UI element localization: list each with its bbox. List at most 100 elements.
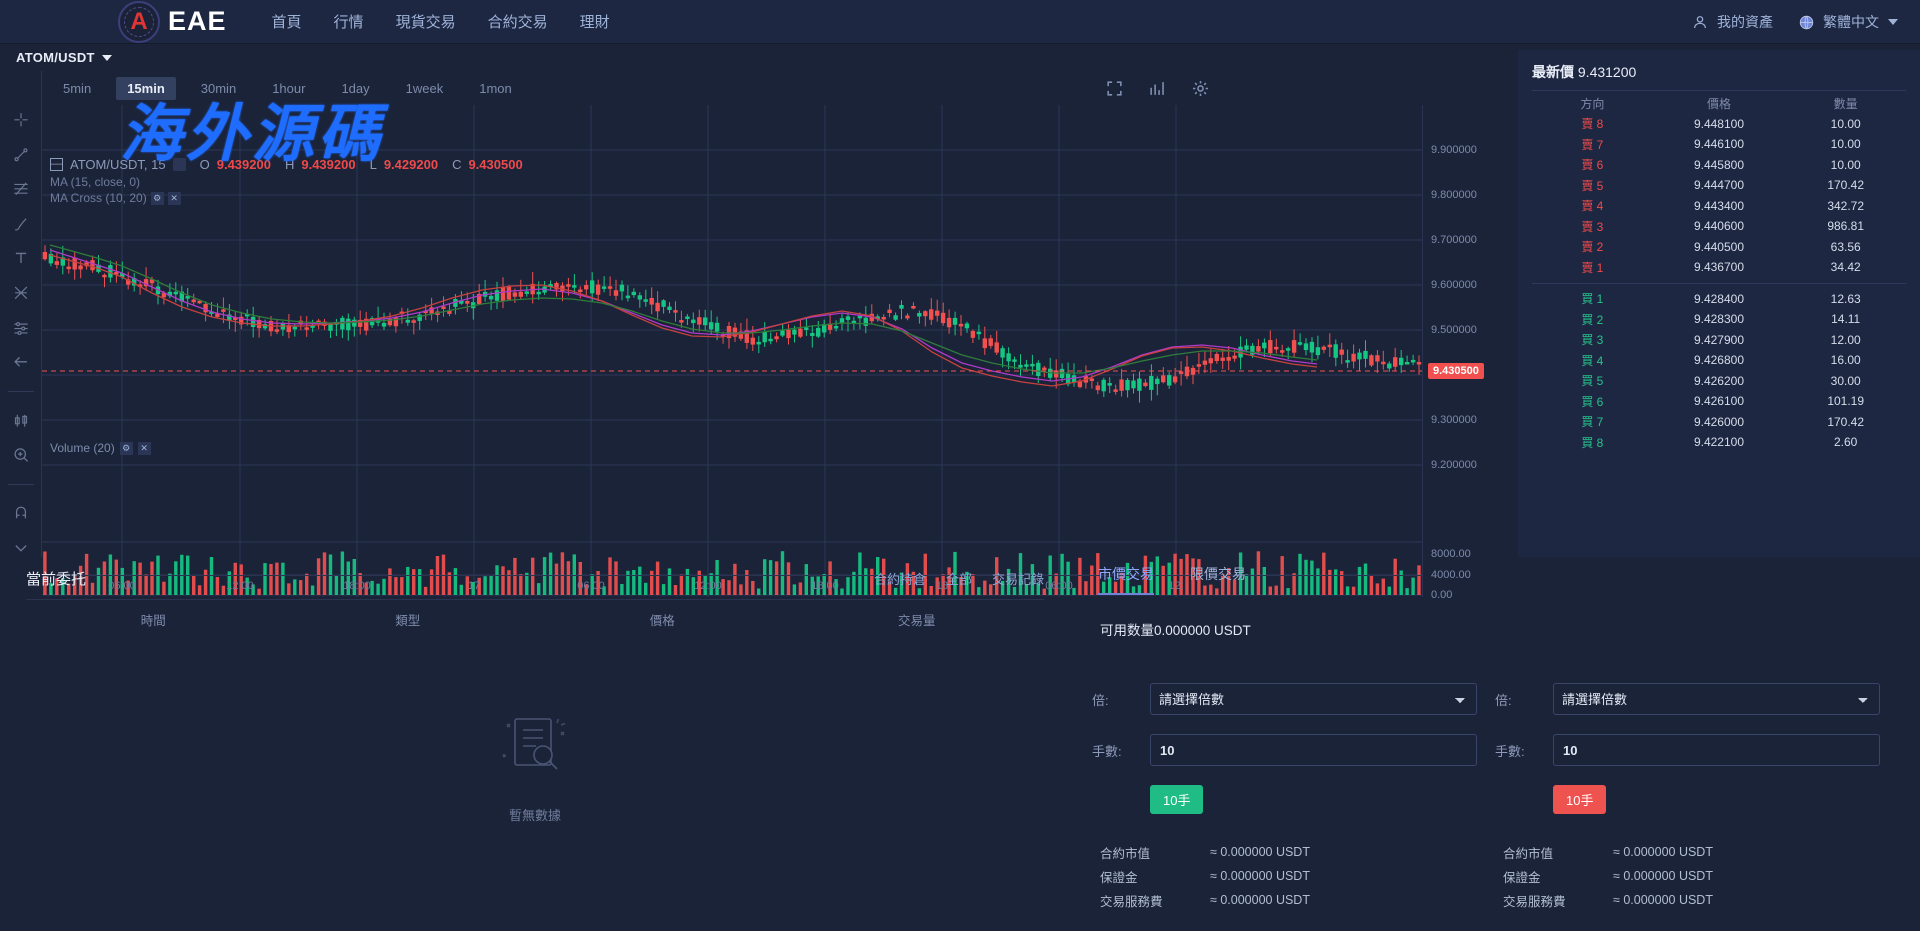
time-axis[interactable]: 06:00 12:00 18:00 17 06:00 12:00 18:00 1… — [42, 575, 1422, 597]
pair-selector[interactable]: ATOM/USDT — [0, 44, 1510, 71]
chevron-down-icon — [101, 54, 112, 61]
price-axis[interactable]: 9.900000 9.800000 9.700000 9.600000 9.50… — [1422, 105, 1510, 542]
chart-canvas[interactable] — [42, 105, 1422, 597]
time-tick: 17 — [467, 580, 481, 592]
sell-multiplier-label: 倍: — [1495, 692, 1512, 708]
my-assets-button[interactable]: 我的資產 — [1692, 12, 1773, 32]
buy-form: 倍: 請選擇倍數 手數: 10手 合約市值 ≈ 0.000000 USDT 保證金… — [1092, 683, 1495, 912]
sell-lots-label: 手數: — [1495, 743, 1525, 759]
order-direction: 買 1 — [1581, 292, 1604, 307]
orderbook-row-sell[interactable]: 賣 5 9.444700 170.42 — [1532, 175, 1906, 196]
brush-icon[interactable] — [11, 215, 31, 233]
orderbook-row-sell[interactable]: 賣 7 9.446100 10.00 — [1532, 134, 1906, 155]
candle-settings-icon[interactable] — [11, 412, 31, 430]
price-chart[interactable]: 海外源碼 — ATOM/USDT, 15 O 9.439200 H 9.4392… — [42, 97, 1510, 601]
summary-row: 保證金 ≈ 0.000000 USDT — [1495, 864, 1880, 888]
timeframe-5min[interactable]: 5min — [63, 80, 92, 96]
order-direction: 賣 6 — [1581, 158, 1604, 173]
volume-tick: 4000.00 — [1431, 569, 1471, 581]
nav-item-finance[interactable]: 理財 — [579, 14, 610, 31]
orderbook-row-sell[interactable]: 賣 1 9.436700 34.42 — [1532, 257, 1906, 278]
timeframe-1mon[interactable]: 1mon — [479, 80, 512, 96]
volume-legend: Volume (20) ⚙ ✕ — [50, 441, 151, 455]
nav-item-home[interactable]: 首頁 — [271, 14, 302, 31]
sell-summary: 合約市值 ≈ 0.000000 USDT 保證金 ≈ 0.000000 USDT 交… — [1495, 840, 1880, 912]
order-direction: 賣 7 — [1581, 137, 1604, 152]
sell-submit-button[interactable]: 10手 — [1553, 785, 1607, 814]
tab-limit-order[interactable]: 限價交易 — [1190, 565, 1246, 582]
indicator-chart-icon[interactable] — [1148, 79, 1167, 98]
gear-icon[interactable] — [1191, 79, 1210, 98]
order-qty: 30.00 — [1830, 373, 1861, 388]
logo-icon: A — [118, 0, 160, 43]
nav-item-markets[interactable]: 行情 — [333, 14, 364, 31]
tab-market-order[interactable]: 市價交易 — [1098, 564, 1154, 595]
order-qty: 14.11 — [1831, 312, 1861, 327]
text-tool-icon[interactable] — [11, 249, 31, 267]
orders-tabs: 合約持倉 全部 交易記錄 — [874, 569, 1044, 588]
summary-value: ≈ 0.000000 USDT — [1210, 893, 1310, 907]
orderbook-row-buy[interactable]: 買 6 9.426100 101.19 — [1532, 391, 1906, 412]
orders-header: 當前委托 合約持倉 全部 交易記錄 — [26, 557, 1044, 599]
orderbook-row-buy[interactable]: 買 5 9.426200 30.00 — [1532, 371, 1906, 392]
close-icon[interactable]: ✕ — [137, 441, 151, 455]
crosshair-icon[interactable] — [11, 111, 31, 129]
orderbook-row-sell[interactable]: 賣 4 9.443400 342.72 — [1532, 196, 1906, 217]
order-price: 9.427900 — [1693, 332, 1745, 347]
orderbook-row-sell[interactable]: 賣 6 9.445800 10.00 — [1532, 155, 1906, 176]
tab-all[interactable]: 全部 — [945, 571, 972, 587]
order-price: 9.426800 — [1693, 353, 1745, 368]
sell-lots-input[interactable] — [1553, 734, 1880, 766]
time-tick: 18 — [935, 580, 949, 592]
summary-key: 合約市值 — [1503, 846, 1554, 861]
price-tick: 9.800000 — [1431, 189, 1477, 201]
orderbook-row-sell[interactable]: 賣 2 9.440500 63.56 — [1532, 237, 1906, 258]
nav-item-spot-trade[interactable]: 現貨交易 — [395, 14, 456, 31]
order-qty: 12.63 — [1830, 291, 1861, 306]
fibonacci-icon[interactable] — [11, 180, 31, 198]
orderbook-row-buy[interactable]: 買 8 9.422100 2.60 — [1532, 432, 1906, 453]
tab-trade-history[interactable]: 交易記錄 — [991, 571, 1044, 587]
tab-positions[interactable]: 合約持倉 — [873, 571, 926, 587]
buy-multiplier-select[interactable]: 請選擇倍數 — [1150, 683, 1477, 715]
nav-item-contract-trade[interactable]: 合約交易 — [487, 14, 548, 31]
orderbook-row-buy[interactable]: 買 4 9.426800 16.00 — [1532, 350, 1906, 371]
orders-panel: 當前委托 合約持倉 全部 交易記錄 時間 類型 價格 交易量 — [0, 557, 1070, 931]
sell-form: 倍: 請選擇倍數 手數: 10手 合約市值 ≈ 0.000000 USDT 保證金… — [1495, 683, 1898, 912]
fullscreen-icon[interactable] — [1105, 79, 1124, 98]
timeframe-30min[interactable]: 30min — [200, 80, 237, 96]
order-qty: 2.60 — [1833, 435, 1858, 450]
user-icon — [1694, 16, 1706, 29]
measure-icon[interactable] — [11, 284, 31, 302]
buy-lots-input[interactable] — [1150, 734, 1477, 766]
order-direction: 買 2 — [1581, 312, 1604, 327]
order-qty: 342.72 — [1827, 198, 1865, 213]
brand-logo[interactable]: A EAE — [118, 0, 227, 43]
zoom-in-icon[interactable] — [11, 446, 31, 464]
timeframe-1day[interactable]: 1day — [341, 80, 370, 96]
order-qty: 10.00 — [1830, 137, 1861, 152]
order-price: 9.426000 — [1693, 414, 1745, 429]
orderbook-row-buy[interactable]: 買 1 9.428400 12.63 — [1532, 289, 1906, 310]
timeframe-1week[interactable]: 1week — [405, 80, 444, 96]
orderbook-row-buy[interactable]: 買 3 9.427900 12.00 — [1532, 330, 1906, 351]
timeframe-1hour[interactable]: 1hour — [272, 80, 306, 96]
orderbook-row-sell[interactable]: 賣 3 9.440600 986.81 — [1532, 216, 1906, 237]
trend-line-icon[interactable] — [11, 146, 31, 164]
magnet-settings-icon[interactable] — [11, 319, 31, 337]
timeframe-15min[interactable]: 15min — [116, 76, 176, 100]
language-selector[interactable]: 繁體中文 — [1799, 12, 1898, 32]
buy-submit-button[interactable]: 10手 — [1150, 785, 1204, 814]
chevron-down-icon[interactable] — [11, 539, 31, 557]
sell-lots-row: 手數: — [1495, 734, 1880, 766]
summary-value: ≈ 0.000000 USDT — [1613, 893, 1713, 907]
sell-multiplier-select[interactable]: 請選擇倍數 — [1553, 683, 1880, 715]
magnet-icon[interactable] — [11, 505, 31, 523]
column-volume: 交易量 — [897, 614, 936, 628]
gear-icon[interactable]: ⚙ — [119, 441, 133, 455]
orderbook-row-sell[interactable]: 賣 8 9.448100 10.00 — [1532, 114, 1906, 135]
arrow-left-icon[interactable] — [11, 353, 31, 371]
orderbook-row-buy[interactable]: 買 7 9.426000 170.42 — [1532, 412, 1906, 433]
order-qty: 101.19 — [1827, 394, 1865, 409]
orderbook-row-buy[interactable]: 買 2 9.428300 14.11 — [1532, 309, 1906, 330]
